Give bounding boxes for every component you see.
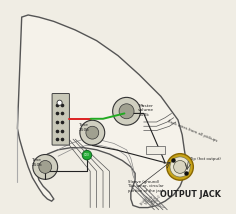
Text: Middle: Middle — [144, 194, 154, 206]
Text: OUTPUT JACK: OUTPUT JACK — [160, 190, 221, 199]
Circle shape — [80, 120, 105, 145]
Circle shape — [119, 104, 134, 119]
Text: Sleeve (ground)
The inner, circular
portion of the jack: Sleeve (ground) The inner, circular port… — [128, 180, 164, 193]
Text: Bridge: Bridge — [140, 194, 150, 206]
Bar — [146, 146, 165, 154]
Text: Tone
250k: Tone 250k — [31, 158, 42, 167]
Circle shape — [167, 154, 193, 180]
Circle shape — [174, 160, 186, 173]
Circle shape — [33, 155, 58, 179]
Circle shape — [113, 97, 140, 125]
Text: Master
volume
250k: Master volume 250k — [138, 104, 154, 117]
Text: Back wires from all pickups: Back wires from all pickups — [167, 120, 218, 143]
Text: Tip (hot output): Tip (hot output) — [190, 157, 221, 161]
Text: C33: C33 — [84, 153, 90, 157]
Circle shape — [82, 150, 92, 160]
Circle shape — [57, 100, 62, 105]
Text: Bridge2: Bridge2 — [151, 193, 162, 207]
Text: Neck: Neck — [149, 195, 158, 205]
Polygon shape — [17, 15, 186, 208]
Circle shape — [39, 160, 52, 173]
Circle shape — [170, 157, 190, 177]
Circle shape — [86, 126, 99, 139]
FancyBboxPatch shape — [52, 94, 69, 145]
Text: Tone
250k: Tone 250k — [78, 123, 89, 132]
